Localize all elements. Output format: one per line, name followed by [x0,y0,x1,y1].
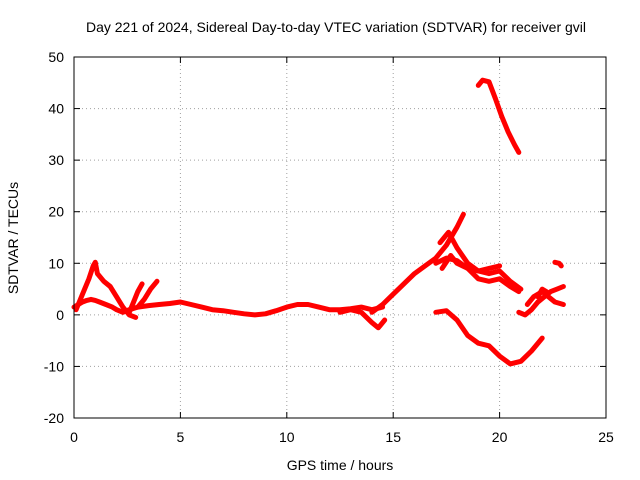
series-line-track-e [337,307,388,331]
x-axis-label: GPS time / hours [287,457,394,473]
axis-ticks: 0 5 10 15 20 25 -20 -10 0 10 20 30 40 50 [44,49,614,445]
plot-frame [73,56,607,419]
x-tick-label: 25 [598,429,614,445]
x-tick-label: 10 [279,429,295,445]
series-line-track-b [73,259,139,320]
chart-title: Day 221 of 2024, Sidereal Day-to-day VTE… [86,19,586,35]
series-line-track-a [71,296,386,318]
series-line-track-m [524,289,566,307]
series-line-track-l [516,284,566,318]
data-series [71,77,566,367]
x-tick-label: 0 [70,429,78,445]
grid-lines [74,57,606,418]
series-line-track-c [126,281,145,315]
y-axis-label: SDTVAR / TECUs [5,182,21,294]
x-tick-label: 5 [177,429,185,445]
series-line-track-i [439,253,503,274]
series-line-track-o [552,259,564,269]
y-tick-label: -20 [44,410,64,426]
series-line-track-n [535,286,549,300]
y-tick-label: 40 [48,101,64,117]
series-line-track-j [475,77,522,155]
y-tick-label: -10 [44,358,64,374]
series-line-track-f [369,211,466,315]
y-tick-label: 30 [48,152,64,168]
y-tick-label: 20 [48,204,64,220]
x-tick-label: 15 [385,429,401,445]
series-line-track-d [135,278,160,310]
x-tick-label: 20 [492,429,508,445]
series-line-track-k [433,308,545,367]
y-tick-label: 0 [56,307,64,323]
y-tick-label: 50 [48,49,64,65]
y-tick-label: 10 [48,255,64,271]
